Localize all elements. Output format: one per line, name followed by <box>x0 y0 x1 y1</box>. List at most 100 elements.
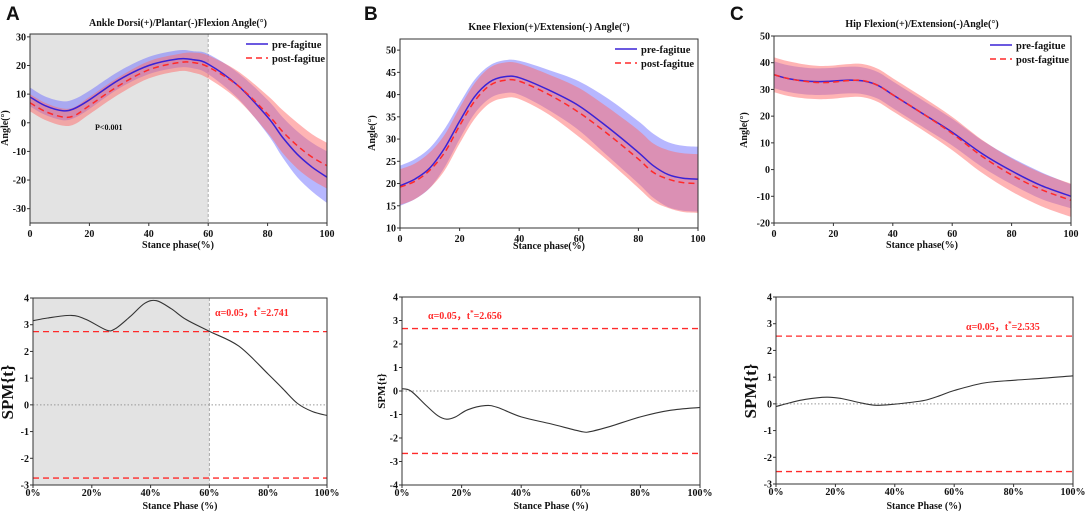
y-tick-label: 25 <box>386 157 396 168</box>
y-tick-label: -10 <box>13 147 26 158</box>
y-tick-label: 10 <box>386 224 396 235</box>
legend: pre-fagitue post-fagitue <box>246 40 325 65</box>
panel-b-spm: 0% 20% 40% 60% 80% 100% 4 3 2 1 0 -1 -2 -3 -4 Stance Ph… <box>376 293 713 511</box>
x-tick-label: 20 <box>455 234 465 245</box>
annotation-superscript: * <box>1008 320 1012 328</box>
y-tick-label: 45 <box>386 68 396 79</box>
x-tick-label: 20% <box>82 488 102 499</box>
panel-letter: A <box>6 4 20 25</box>
plot-area <box>33 298 327 485</box>
plot-area <box>776 335 1073 473</box>
plot-area <box>402 327 700 455</box>
x-tick-label: 20% <box>452 488 472 499</box>
x-tick-label: 80% <box>258 488 278 499</box>
x-axis-label: Stance phase(%) <box>513 241 585 252</box>
legend-label: pre-fagitue <box>1016 41 1066 52</box>
y-tick-label: 1 <box>393 363 398 374</box>
x-tick-label: 40 <box>888 229 898 240</box>
mean-line-post-fagitue <box>400 78 698 188</box>
legend: pre-fagitue post-fagitue <box>615 45 694 70</box>
legend-label: post-fagitue <box>1016 55 1069 66</box>
x-tick-label: 100% <box>688 488 713 499</box>
plot-area <box>774 57 1071 217</box>
y-tick-label: -2 <box>21 454 29 465</box>
x-tick-label: 80 <box>263 229 273 240</box>
x-tick-label: 60 <box>203 229 213 240</box>
panel-c-spm: 0% 20% 40% 60% 80% 100% 4 3 2 1 0 -1 -2 -3 Stance Phas… <box>741 293 1086 511</box>
y-tick-label: 20 <box>16 61 26 72</box>
x-tick-label: 0% <box>26 488 41 499</box>
y-tick-label: 4 <box>24 294 29 305</box>
x-tick-label: 40% <box>511 488 531 499</box>
y-tick-label: 3 <box>393 316 398 327</box>
annotation-value: =2.741 <box>261 308 289 319</box>
legend-label: post-fagitue <box>641 59 694 70</box>
sd-band-post-fagitue <box>400 61 698 213</box>
legend-label: post-fagitue <box>272 54 325 65</box>
y-axis-label: SPM{t} <box>741 363 760 418</box>
y-tick-label: -30 <box>13 204 26 215</box>
threshold-annotation: α=0.05，t*=2.535 <box>966 320 1040 333</box>
x-axis-label: Stance Phase (%) <box>887 501 962 511</box>
y-tick-label: 3 <box>767 319 772 330</box>
x-tick-label: 40 <box>514 234 524 245</box>
y-tick-label: -2 <box>764 453 772 464</box>
x-tick-label: 40% <box>885 487 905 498</box>
legend: pre-fagitue post-fagitue <box>990 41 1069 66</box>
y-tick-label: -4 <box>390 481 398 492</box>
y-tick-label: -20 <box>13 176 26 187</box>
axes-frame <box>32 297 328 486</box>
legend-label: pre-fagitue <box>272 40 322 51</box>
y-tick-label: -1 <box>764 426 772 437</box>
x-axis-label: Stance phase(%) <box>886 240 958 251</box>
x-tick-label: 100% <box>1061 487 1086 498</box>
annotation-superscript: * <box>470 309 474 317</box>
sd-band-post-fagitue <box>30 52 327 189</box>
sd-band-post-fagitue <box>774 57 1071 217</box>
y-tick-label: -3 <box>764 480 772 491</box>
axes-frame <box>775 296 1074 485</box>
annotation-value: =2.656 <box>474 311 502 322</box>
panel-a-spm: 0% 20% 40% 60% 80% 100% 4 3 2 1 0 -1 -2 -3 Stance Phas… <box>0 294 340 511</box>
y-tick-label: 35 <box>386 112 396 123</box>
x-tick-label: 80% <box>630 488 650 499</box>
y-tick-label: 50 <box>760 32 770 43</box>
p-value-annotation: P<0.001 <box>95 123 122 132</box>
y-tick-label: -10 <box>757 192 770 203</box>
chart-title: Hip Flexion(+)/Extension(-)Angle(°) <box>845 19 998 30</box>
y-tick-label: -1 <box>21 427 29 438</box>
y-tick-label: 1 <box>24 374 29 385</box>
y-tick-label: 0 <box>21 118 26 129</box>
x-tick-label: 40% <box>141 488 161 499</box>
mean-line-pre-fagitue <box>400 75 698 187</box>
y-tick-label: 40 <box>760 58 770 69</box>
annotation-prefix: α=0.05，t <box>966 322 1009 333</box>
y-axis-label: SPM{t} <box>0 364 17 419</box>
y-tick-label: 0 <box>767 399 772 410</box>
x-axis-label: Stance Phase (%) <box>143 501 218 511</box>
axes-frame <box>399 38 699 229</box>
chart-title: Knee Flexion(+)/Extension(-) Angle(°) <box>468 22 629 33</box>
y-tick-label: 10 <box>16 90 26 101</box>
annotation-superscript: * <box>257 306 261 314</box>
x-tick-label: 40 <box>144 229 154 240</box>
x-tick-label: 60% <box>944 487 964 498</box>
y-tick-label: 20 <box>386 179 396 190</box>
y-tick-label: 1 <box>767 373 772 384</box>
y-tick-label: 4 <box>767 293 772 304</box>
y-tick-label: 40 <box>386 90 396 101</box>
y-tick-label: 50 <box>386 46 396 57</box>
chart-title: Ankle Dorsi(+)/Plantar(-)Flexion Angle(°… <box>89 18 267 29</box>
y-tick-label: 2 <box>24 347 29 358</box>
y-tick-label: -3 <box>21 481 29 492</box>
x-tick-label: 60 <box>574 234 584 245</box>
x-axis-label: Stance Phase (%) <box>514 501 589 511</box>
x-tick-label: 0 <box>398 234 403 245</box>
x-tick-label: 80% <box>1004 487 1024 498</box>
x-tick-label: 20% <box>825 487 845 498</box>
y-tick-label: 4 <box>393 293 398 304</box>
y-tick-label: 30 <box>386 135 396 146</box>
y-axis-label: Angle(°) <box>739 112 750 148</box>
x-tick-label: 60% <box>199 488 219 499</box>
